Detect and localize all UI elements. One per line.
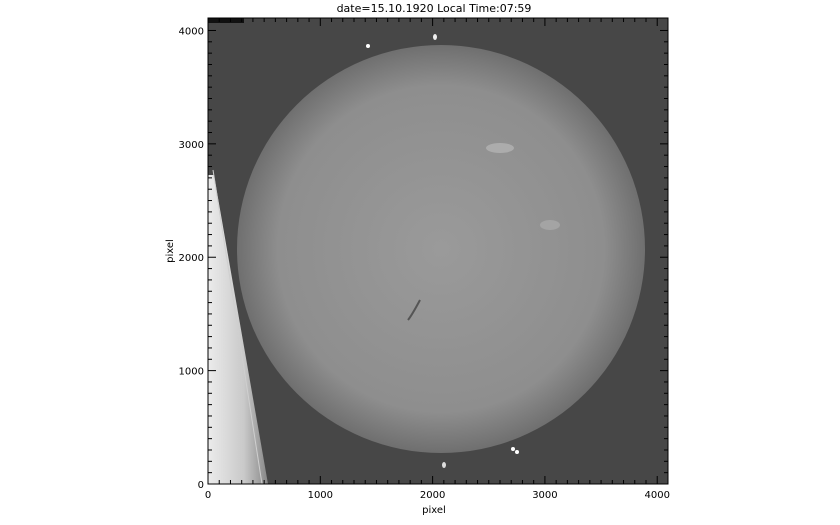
x-tick-label: 0 xyxy=(205,490,211,501)
x-tick-label: 2000 xyxy=(420,490,445,501)
dust-spot xyxy=(511,447,515,451)
plage xyxy=(486,143,514,153)
axis-ticks xyxy=(207,18,668,485)
y-tick-label: 0 xyxy=(198,480,204,491)
corner-mark xyxy=(208,18,244,23)
y-tick-label: 2000 xyxy=(179,253,204,264)
y-axis-label: pixel xyxy=(165,239,176,263)
filament xyxy=(407,299,421,321)
y-tick-label: 1000 xyxy=(179,367,204,378)
x-axis-label: pixel xyxy=(422,505,446,516)
dust-spot xyxy=(515,450,519,454)
plot-frame xyxy=(207,17,669,485)
image-area xyxy=(208,18,668,484)
dust-spot xyxy=(433,34,437,40)
dust-spot xyxy=(442,462,446,468)
plage xyxy=(540,220,560,230)
dust-spot xyxy=(366,44,370,48)
x-tick-label: 1000 xyxy=(308,490,333,501)
y-tick-label: 3000 xyxy=(179,140,204,151)
plot-title: date=15.10.1920 Local Time:07:59 xyxy=(337,2,532,15)
x-tick-label: 4000 xyxy=(644,490,669,501)
plate-edge-line xyxy=(212,169,263,484)
x-tick-label: 3000 xyxy=(532,490,557,501)
y-tick-label: 4000 xyxy=(179,26,204,37)
solar-disk xyxy=(237,45,645,453)
